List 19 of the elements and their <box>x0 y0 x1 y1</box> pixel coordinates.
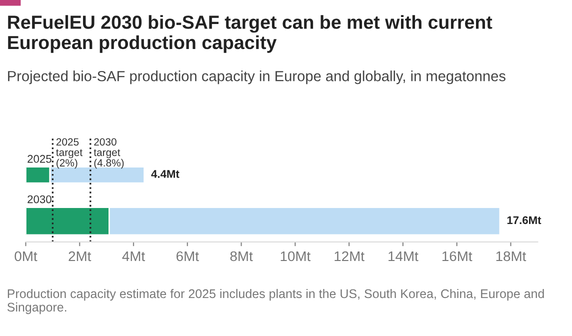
chart-title: ReFuelEU 2030 bio-SAF target can be met with current European production capacity <box>8 15 492 53</box>
total-label: 4.4Mt <box>151 170 180 178</box>
x-tick-label: 2Mt <box>68 251 92 262</box>
x-tick-label: 8Mt <box>230 251 253 262</box>
x-tick-label: 16Mt <box>442 251 472 262</box>
y-tick-label: 2030 <box>28 195 52 204</box>
x-tick-label: 0Mt <box>14 251 38 262</box>
x-tick-label: 4Mt <box>122 251 145 262</box>
text: Production capacity estimate for 2025 includes plants in the US, South Korea, China, Europe and Singapore. <box>7 288 544 314</box>
y-tick-label: 2025 <box>28 154 52 163</box>
total-label: 17.6Mt <box>507 216 542 224</box>
x-tick-label: 6Mt <box>176 251 199 262</box>
ref-line-label: 2030 target (4.8%) <box>94 138 124 169</box>
x-tick-label: 14Mt <box>388 251 418 262</box>
ref-line-label: 2025 target (2%) <box>56 138 82 169</box>
x-tick-label: 10Mt <box>280 251 311 262</box>
x-tick-label: 12Mt <box>334 251 364 262</box>
chart-subtitle: Projected bio-SAF production capacity in Europe and globally, in megatonnes <box>8 70 506 84</box>
x-tick-label: 18Mt <box>496 251 526 262</box>
